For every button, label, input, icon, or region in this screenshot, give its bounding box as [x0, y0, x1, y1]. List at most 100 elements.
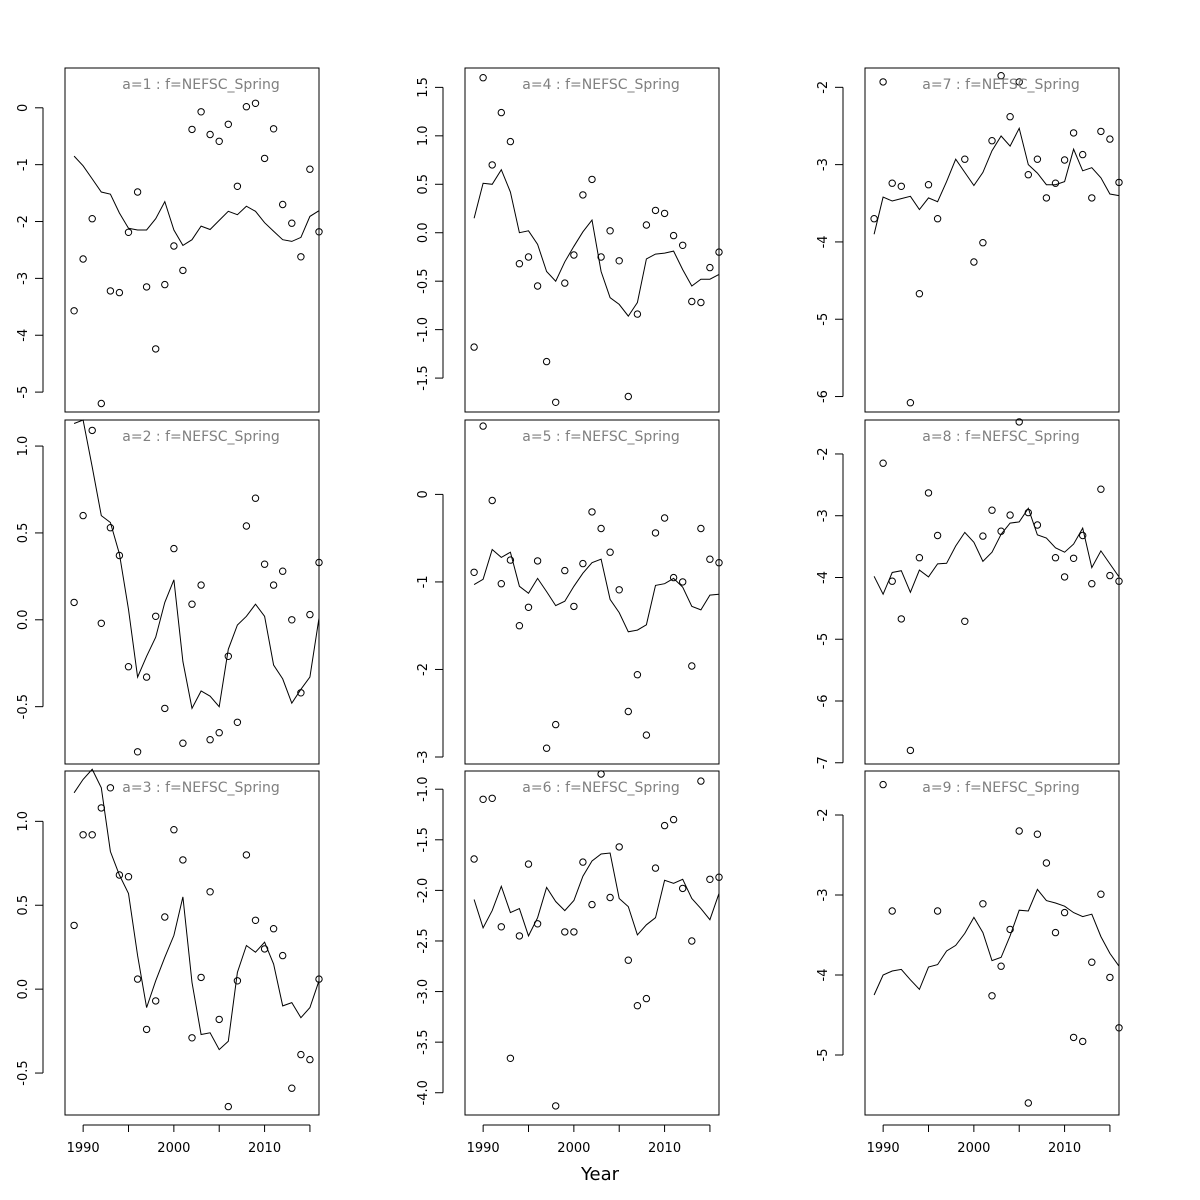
- observed-point: [1051, 928, 1060, 937]
- observed-point: [106, 784, 115, 792]
- observed-point: [997, 527, 1005, 535]
- observed-point: [97, 399, 106, 408]
- y-tick-label: 0: [16, 104, 31, 112]
- observed-point: [606, 227, 614, 235]
- y-tick-label: -1.5: [416, 827, 431, 852]
- observed-point: [933, 215, 942, 223]
- panel-title: a=3 : f=NEFSC_Spring: [122, 780, 279, 796]
- observed-point: [251, 494, 260, 502]
- observed-point: [70, 598, 78, 607]
- observed-point: [561, 279, 569, 287]
- observed-point: [306, 1055, 314, 1064]
- observed-point: [997, 72, 1005, 80]
- panel-title: a=4 : f=NEFSC_Spring: [522, 77, 679, 93]
- y-tick-label: -7: [816, 756, 831, 769]
- observed-point: [506, 137, 515, 146]
- observed-point: [1006, 511, 1014, 519]
- observed-point: [697, 777, 705, 785]
- observed-point: [179, 266, 187, 275]
- observed-point: [879, 78, 887, 86]
- predicted-line: [473, 852, 720, 938]
- observed-point: [552, 1102, 560, 1110]
- predicted-line: [873, 507, 1120, 596]
- observed-point: [988, 137, 996, 145]
- observed-point: [570, 928, 578, 936]
- observed-point: [269, 581, 278, 589]
- observed-point: [669, 231, 678, 240]
- observed-point: [1033, 521, 1042, 529]
- observed-point: [70, 307, 78, 315]
- panel-3: -0.5 0.0 0.5 1.0 1990 2000 2010 a=3 : f=NEFSC_S…: [16, 768, 323, 1156]
- observed-point: [660, 821, 669, 830]
- predicted-line: [73, 768, 320, 1051]
- y-tick-label: 1.0: [16, 436, 31, 457]
- observed-point: [479, 74, 487, 82]
- x-tick-label: 2000: [957, 1141, 990, 1156]
- observed-point: [79, 511, 87, 520]
- y-tick-label: -3: [816, 509, 831, 522]
- observed-point: [170, 242, 178, 250]
- observed-point: [715, 873, 723, 881]
- observed-point: [924, 181, 933, 189]
- observed-point: [1006, 925, 1014, 934]
- panel-title: a=6 : f=NEFSC_Spring: [522, 780, 679, 796]
- observed-point: [879, 459, 887, 467]
- y-tick-label: -4: [16, 329, 31, 342]
- observed-point: [1060, 156, 1069, 164]
- observed-point: [1115, 577, 1123, 585]
- plot-frame: [64, 67, 320, 413]
- observed-point: [297, 253, 305, 261]
- observed-point: [79, 255, 87, 263]
- observed-point: [1079, 1037, 1087, 1046]
- observed-point: [1069, 1033, 1078, 1042]
- predicted-line: [873, 888, 1120, 996]
- x-tick-label: 1990: [67, 1141, 100, 1156]
- observed-point: [179, 856, 187, 864]
- y-tick-label: -1: [16, 158, 31, 171]
- observed-point: [1042, 194, 1051, 202]
- observed-point: [115, 288, 124, 297]
- y-tick-label: -0.5: [16, 1060, 31, 1085]
- observed-point: [306, 165, 314, 173]
- observed-point: [615, 843, 623, 851]
- observed-point: [306, 610, 314, 619]
- observed-point: [124, 873, 133, 881]
- y-tick-label: 1.0: [416, 125, 431, 146]
- observed-point: [1033, 830, 1042, 838]
- observed-point: [479, 795, 487, 803]
- observed-point: [888, 907, 896, 915]
- plot-frame: [64, 419, 320, 765]
- observed-point: [269, 925, 278, 933]
- observed-point: [288, 616, 296, 624]
- panel-title: a=1 : f=NEFSC_Spring: [122, 77, 279, 93]
- observed-point: [588, 900, 596, 909]
- observed-point: [260, 945, 269, 953]
- observed-point: [152, 997, 160, 1005]
- panel-title: a=8 : f=NEFSC_Spring: [922, 429, 1079, 445]
- x-tick-label: 2010: [1048, 1141, 1081, 1156]
- observed-point: [1051, 554, 1060, 562]
- plot-frame: [864, 67, 1120, 413]
- observed-point: [633, 1002, 642, 1010]
- observed-point: [161, 913, 169, 921]
- observed-point: [979, 532, 987, 540]
- observed-point: [1106, 973, 1114, 982]
- y-tick-label: -2.0: [416, 878, 431, 903]
- observed-point: [970, 258, 978, 266]
- x-tick-label: 2010: [648, 1141, 681, 1156]
- observed-point: [688, 297, 696, 306]
- observed-point: [170, 544, 178, 553]
- x-tick-label: 2010: [248, 1141, 281, 1156]
- observed-point: [206, 130, 214, 139]
- y-tick-label: -6: [816, 390, 831, 403]
- plot-frame: [864, 770, 1120, 1116]
- observed-point: [533, 920, 542, 928]
- observed-point: [224, 120, 233, 129]
- observed-point: [979, 900, 987, 908]
- observed-point: [506, 1054, 515, 1063]
- observed-point: [497, 580, 505, 588]
- observed-point: [88, 215, 96, 223]
- observed-point: [1088, 958, 1096, 966]
- observed-point: [524, 860, 533, 868]
- panel-7: -6 -5 -4 -3 -2 a=7 : f=NEFSC_Spring: [816, 67, 1123, 413]
